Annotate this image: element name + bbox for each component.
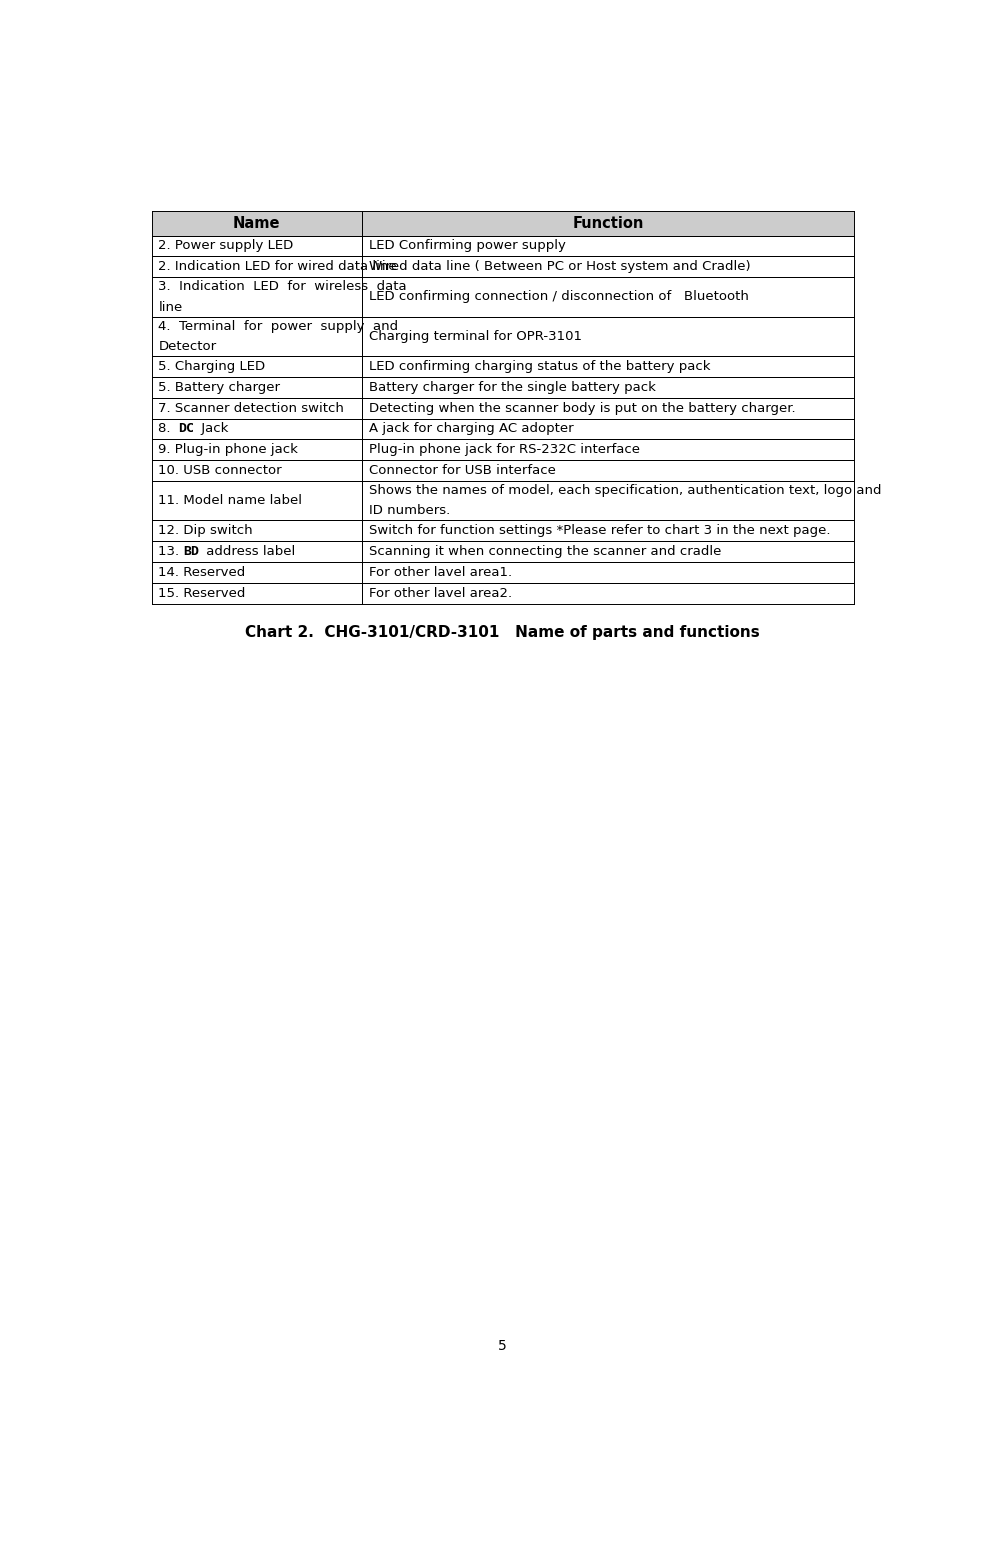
Text: 10. USB connector: 10. USB connector [158, 464, 282, 476]
Text: 11. Model name label: 11. Model name label [158, 493, 302, 507]
Bar [362, 418, 854, 439]
Text: 4.  Terminal  for  power  supply  and: 4. Terminal for power supply and [158, 319, 398, 333]
Text: ID numbers.: ID numbers. [369, 504, 450, 518]
Text: For other lavel area2.: For other lavel area2. [369, 586, 512, 600]
Bar [151, 583, 362, 603]
Text: 5. Charging LED: 5. Charging LED [158, 359, 266, 373]
Bar [151, 236, 362, 256]
Bar [362, 460, 854, 481]
Bar [151, 520, 362, 541]
Bar [151, 211, 362, 236]
Text: A jack for charging AC adopter: A jack for charging AC adopter [369, 423, 574, 435]
Text: address label: address label [202, 544, 295, 558]
Text: 3.  Indication  LED  for  wireless  data: 3. Indication LED for wireless data [158, 281, 407, 293]
Bar [151, 439, 362, 460]
Text: 7. Scanner detection switch: 7. Scanner detection switch [158, 401, 344, 415]
Bar [151, 398, 362, 418]
Text: 12. Dip switch: 12. Dip switch [158, 524, 253, 537]
Bar [362, 561, 854, 583]
Text: Jack: Jack [197, 423, 229, 435]
Text: Switch for function settings *Please refer to chart 3 in the next page.: Switch for function settings *Please ref… [369, 524, 831, 537]
Text: 9. Plug-in phone jack: 9. Plug-in phone jack [158, 443, 298, 456]
Text: 14. Reserved: 14. Reserved [158, 566, 245, 578]
Bar [362, 211, 854, 236]
Text: LED confirming charging status of the battery pack: LED confirming charging status of the ba… [369, 359, 710, 373]
Text: 8.: 8. [158, 423, 175, 435]
Text: Detector: Detector [158, 341, 217, 353]
Text: 2. Indication LED for wired data line: 2. Indication LED for wired data line [158, 261, 397, 273]
Bar [151, 561, 362, 583]
Text: 5. Battery charger: 5. Battery charger [158, 381, 281, 393]
Text: Scanning it when connecting the scanner and cradle: Scanning it when connecting the scanner … [369, 544, 721, 558]
Text: For other lavel area1.: For other lavel area1. [369, 566, 512, 578]
Text: Battery charger for the single battery pack: Battery charger for the single battery p… [369, 381, 656, 393]
Bar [151, 481, 362, 520]
Bar [362, 376, 854, 398]
Text: Connector for USB interface: Connector for USB interface [369, 464, 556, 476]
Text: 5: 5 [498, 1340, 507, 1354]
Text: DC: DC [179, 423, 194, 435]
Bar [362, 481, 854, 520]
Bar [362, 583, 854, 603]
Bar [151, 356, 362, 376]
Bar [362, 256, 854, 278]
Text: LED confirming connection / disconnection of   Bluetooth: LED confirming connection / disconnectio… [369, 290, 749, 304]
Text: BD: BD [183, 544, 199, 558]
Text: Shows the names of model, each specification, authentication text, logo and: Shows the names of model, each specifica… [369, 484, 882, 497]
Text: Charging terminal for OPR-3101: Charging terminal for OPR-3101 [369, 330, 582, 342]
Text: 2. Power supply LED: 2. Power supply LED [158, 239, 293, 253]
Bar [151, 278, 362, 316]
Bar [362, 316, 854, 356]
Text: Plug-in phone jack for RS-232C interface: Plug-in phone jack for RS-232C interface [369, 443, 640, 456]
Text: Name: Name [233, 216, 281, 231]
Text: Detecting when the scanner body is put on the battery charger.: Detecting when the scanner body is put o… [369, 401, 796, 415]
Text: 15. Reserved: 15. Reserved [158, 586, 245, 600]
Bar [362, 398, 854, 418]
Text: Function: Function [572, 216, 644, 231]
Bar [362, 278, 854, 316]
Bar [151, 460, 362, 481]
Bar [362, 236, 854, 256]
Bar [151, 376, 362, 398]
Bar [151, 418, 362, 439]
Text: 13.: 13. [158, 544, 183, 558]
Bar [362, 541, 854, 561]
Bar [151, 316, 362, 356]
Text: line: line [158, 301, 182, 313]
Bar [362, 439, 854, 460]
Text: Chart 2.  CHG-3101/CRD-3101   Name of parts and functions: Chart 2. CHG-3101/CRD-3101 Name of parts… [245, 625, 760, 640]
Text: LED Confirming power supply: LED Confirming power supply [369, 239, 566, 253]
Bar [151, 256, 362, 278]
Bar [362, 356, 854, 376]
Bar [151, 541, 362, 561]
Text: Wired data line ( Between PC or Host system and Cradle): Wired data line ( Between PC or Host sys… [369, 261, 750, 273]
Bar [362, 520, 854, 541]
